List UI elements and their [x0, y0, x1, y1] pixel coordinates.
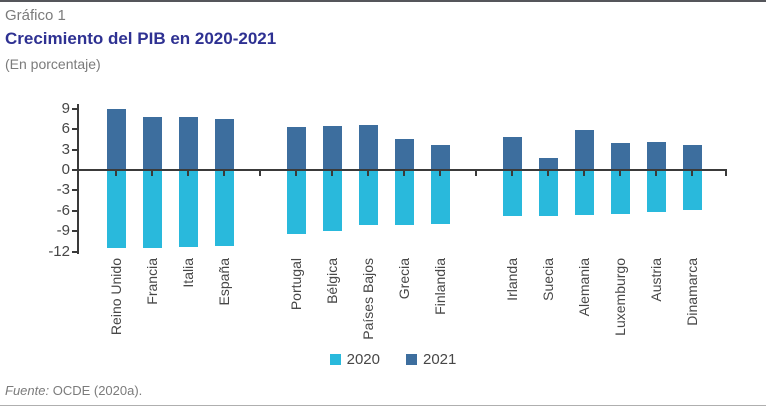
x-axis-line	[78, 169, 727, 171]
legend-item-2020: 2020	[329, 351, 380, 368]
bar-2021	[646, 142, 666, 170]
x-axis-tick	[151, 169, 153, 176]
category-label: Grecia	[396, 258, 412, 300]
bottom-divider	[0, 405, 766, 406]
x-axis-end-tick	[725, 169, 727, 176]
bar-2020	[322, 170, 342, 231]
y-axis-tick	[72, 148, 77, 151]
bar-2021	[178, 117, 198, 170]
x-axis-tick	[259, 169, 261, 176]
category-label: Suecia	[540, 258, 556, 301]
category-label: Finlandia	[432, 258, 448, 315]
category-label: Alemania	[576, 258, 592, 317]
bar-2020	[286, 170, 306, 235]
x-axis-tick	[331, 169, 333, 176]
bar-2020	[106, 170, 126, 249]
bar-2020	[142, 170, 162, 248]
y-axis-tick	[72, 169, 77, 171]
x-axis-tick	[547, 169, 549, 176]
bar-2021	[682, 145, 702, 170]
bar-2020	[214, 170, 234, 246]
figure-number: Gráfico 1	[5, 7, 66, 24]
bar-2020	[574, 170, 594, 215]
y-axis-label: -3	[56, 181, 70, 199]
bar-2020	[430, 170, 450, 224]
bar-2021	[394, 139, 414, 170]
legend-swatch-2021	[406, 354, 417, 365]
legend-label-2021: 2021	[423, 351, 457, 368]
category-label: Austria	[648, 258, 664, 302]
y-axis-label: 6	[61, 120, 70, 138]
bar-2020	[610, 170, 630, 215]
bar-2021	[286, 127, 306, 170]
bar-2021	[574, 130, 594, 170]
y-axis-tick	[72, 209, 77, 212]
x-axis-tick	[655, 169, 657, 176]
x-axis-tick	[619, 169, 621, 176]
bar-2021	[538, 158, 558, 170]
bar-2021	[322, 126, 342, 170]
y-axis-line	[77, 104, 79, 254]
y-axis-tick	[72, 107, 77, 110]
bar-2021	[142, 117, 162, 170]
top-divider	[0, 0, 766, 2]
x-axis-tick	[439, 169, 441, 176]
category-label: Italia	[180, 258, 196, 288]
category-label: Reino Unido	[108, 258, 124, 336]
bar-2020	[502, 170, 522, 217]
x-axis-tick	[691, 169, 693, 176]
y-axis-tick	[72, 230, 77, 233]
y-axis-label: -6	[56, 201, 70, 219]
bar-2020	[178, 170, 198, 248]
y-axis-label: 3	[61, 140, 70, 158]
bar-2021	[214, 118, 234, 170]
y-axis-label: -12	[48, 242, 70, 260]
legend-swatch-2020	[329, 354, 341, 365]
bar-2020	[358, 170, 378, 225]
x-axis-tick	[403, 169, 405, 176]
x-axis-tick	[475, 169, 477, 176]
y-axis-tick	[72, 250, 77, 253]
y-axis-label: 0	[61, 161, 70, 178]
source-prefix: Fuente:	[5, 383, 50, 398]
category-label: Países Bajos	[360, 258, 376, 340]
x-axis-tick	[511, 169, 513, 176]
y-axis-label: -9	[56, 222, 70, 240]
category-label: Irlanda	[504, 258, 520, 301]
y-axis-tick	[72, 189, 77, 192]
x-axis-tick	[583, 169, 585, 176]
bar-2021	[430, 144, 450, 170]
legend: 2020 2021	[10, 351, 766, 368]
x-axis-tick	[223, 169, 225, 176]
category-label: España	[216, 258, 232, 306]
x-axis-tick	[367, 169, 369, 176]
y-axis-tick	[72, 128, 77, 131]
category-label: Portugal	[288, 258, 304, 311]
bar-2020	[682, 170, 702, 210]
bar-2021	[502, 137, 522, 170]
page-title: Crecimiento del PIB en 2020-2021	[5, 29, 277, 48]
legend-label-2020: 2020	[346, 351, 380, 368]
bar-2020	[538, 170, 558, 216]
x-axis-tick	[187, 169, 189, 176]
figure-subtitle: (En porcentaje)	[5, 56, 101, 72]
bar-2021	[610, 143, 630, 170]
bar-2020	[394, 170, 414, 225]
category-label: Dinamarca	[684, 258, 700, 326]
source-text: OCDE (2020a).	[49, 383, 143, 398]
legend-item-2021: 2021	[406, 351, 456, 368]
bar-2021	[358, 124, 378, 170]
category-label: Francia	[144, 258, 160, 305]
category-label: Bélgica	[324, 258, 340, 304]
source-note: Fuente: OCDE (2020a).	[5, 383, 142, 398]
x-axis-tick	[115, 169, 117, 176]
y-axis-label: 9	[61, 99, 70, 117]
bar-2020	[646, 170, 666, 213]
category-label: Luxemburgo	[612, 258, 628, 336]
bar-2021	[106, 108, 126, 170]
x-axis-tick	[295, 169, 297, 176]
